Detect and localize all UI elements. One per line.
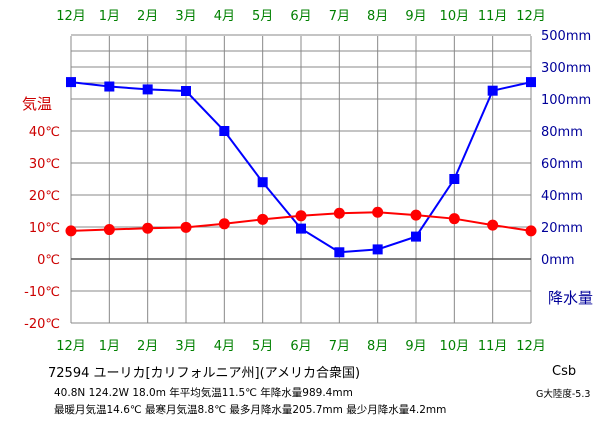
temperature-point [487,219,499,231]
month-label-top: 9月 [405,9,426,24]
temperature-point [257,213,269,225]
precipitation-tick-label: 40mm [541,189,583,204]
precipitation-point [526,77,536,88]
month-label-top: 10月 [440,9,470,24]
month-label-bottom: 12月 [56,339,86,354]
temperature-point [372,206,384,218]
precipitation-point [334,247,345,258]
temperature-point [448,213,460,225]
month-ticks-bottom: 12月 1月 2月 3月 4月 5月 6月 7月 8月 9月 10月 11月 12月 [56,339,546,354]
temperature-point [65,225,77,237]
temperature-point [218,218,230,230]
precipitation-point [449,174,460,184]
temperature-tick-label: -20℃ [24,317,60,332]
precipitation-point [372,244,383,255]
temperature-tick-label: -10℃ [24,285,60,300]
month-label-bottom: 7月 [329,339,350,354]
month-label-top: 12月 [516,9,546,24]
month-label-bottom: 3月 [175,339,196,354]
month-label-top: 1月 [99,9,120,24]
month-label-bottom: 10月 [440,339,470,354]
temperature-axis-title: 気温 [22,95,52,113]
month-label-top: 3月 [175,9,196,24]
precipitation-axis-ticks: 500mm 300mm 100mm 80mm 60mm 40mm 20mm 0mm [541,29,591,268]
temperature-tick-label: 0℃ [37,253,60,268]
temperature-point [142,222,154,234]
month-label-bottom: 2月 [137,339,158,354]
station-title: 72594 ユーリカ[カリフォルニア州](アメリカ合衆国) [48,366,361,381]
precipitation-point [219,126,230,136]
temperature-point [410,209,422,221]
precipitation-tick-label: 0mm [541,253,575,268]
continentality-index: G大陸度-5.3 [536,389,591,400]
temperature-tick-label: 10℃ [29,221,60,236]
month-label-bottom: 8月 [367,339,388,354]
temperature-point [180,221,192,233]
precipitation-point [104,81,115,92]
temperature-point [103,224,115,236]
precipitation-tick-label: 500mm [541,29,591,44]
temperature-tick-label: 20℃ [29,189,60,204]
precipitation-point [257,177,268,188]
month-label-top: 6月 [290,9,311,24]
month-label-top: 8月 [367,9,388,24]
precipitation-point [181,86,191,96]
temperature-series [65,206,537,237]
month-label-bottom: 9月 [405,339,426,354]
precipitation-series [66,77,536,258]
month-label-bottom: 11月 [478,339,508,354]
precipitation-tick-label: 20mm [541,221,583,236]
temperature-tick-label: 30℃ [29,157,60,172]
precipitation-point [142,84,153,95]
month-label-bottom: 4月 [214,339,235,354]
temperature-point [295,210,307,222]
climate-classification: Csb [552,364,577,379]
month-label-bottom: 12月 [516,339,546,354]
precipitation-point [411,231,421,242]
precipitation-point [487,85,498,96]
precipitation-axis-title: 降水量 [548,289,593,307]
temperature-axis-ticks: 40℃ 30℃ 20℃ 10℃ 0℃ -10℃ -20℃ [24,125,60,332]
month-label-bottom: 5月 [252,339,273,354]
month-ticks-top: 12月 1月 2月 3月 4月 5月 6月 7月 8月 9月 10月 11月 12月 [56,9,546,24]
month-label-top: 2月 [137,9,158,24]
station-stats-line-2: 最暖月気温14.6℃ 最寒月気温8.8℃ 最多月降水量205.7mm 最少月降水… [54,404,447,416]
temperature-point [333,207,345,219]
chart-grid [70,34,532,324]
temperature-point [525,225,537,237]
precipitation-tick-label: 60mm [541,157,583,172]
temperature-tick-label: 40℃ [29,125,60,140]
precipitation-tick-label: 100mm [541,93,591,108]
month-label-bottom: 1月 [99,339,120,354]
precipitation-point [66,77,76,88]
precipitation-tick-label: 80mm [541,125,583,140]
month-label-bottom: 6月 [290,339,311,354]
month-label-top: 5月 [252,9,273,24]
month-label-top: 11月 [478,9,508,24]
month-label-top: 12月 [56,9,86,24]
month-label-top: 4月 [214,9,235,24]
precipitation-point [296,223,306,234]
station-stats-line-1: 40.8N 124.2W 18.0m 年平均気温11.5℃ 年降水量989.4m… [54,387,353,399]
precipitation-tick-label: 300mm [541,61,591,76]
month-label-top: 7月 [329,9,350,24]
